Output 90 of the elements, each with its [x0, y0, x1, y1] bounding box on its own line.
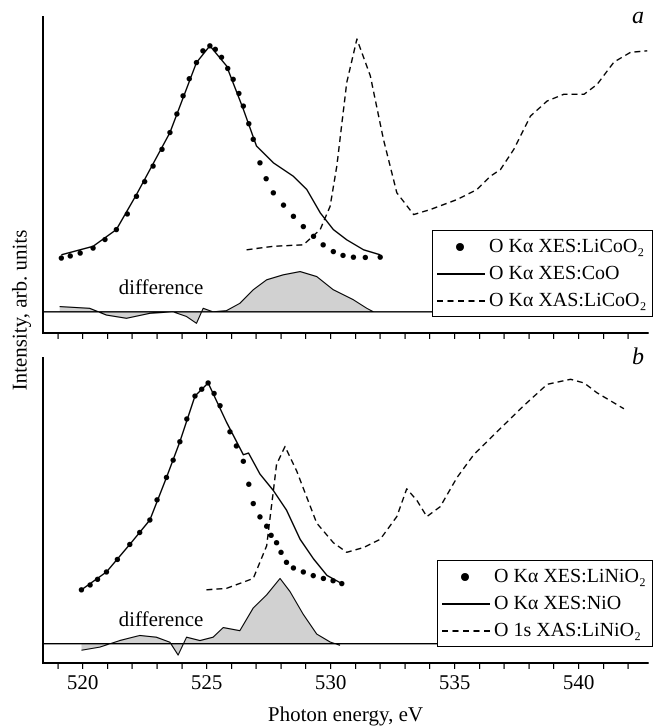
point [278, 550, 284, 556]
legend-label: O Kα XAS:LiCoO₂ [489, 288, 646, 313]
point [94, 576, 100, 582]
point [240, 103, 246, 109]
point [310, 234, 316, 239]
point [340, 252, 346, 258]
point [250, 500, 256, 506]
point [137, 530, 142, 536]
point [104, 569, 110, 575]
x-tick-label: 540 [562, 670, 594, 694]
point [290, 565, 296, 571]
point [320, 242, 326, 248]
point [90, 245, 96, 251]
point [284, 560, 290, 565]
legend-label: O Kα XES:LiCoO₂ [489, 234, 644, 259]
point [186, 76, 192, 82]
point [378, 254, 383, 260]
point [350, 254, 356, 260]
point [330, 248, 336, 254]
point [58, 255, 64, 261]
x-axis-title: Photon energy, eV [268, 702, 424, 726]
point [174, 111, 180, 117]
point [194, 60, 200, 66]
point [102, 236, 108, 242]
point [78, 587, 84, 592]
point [192, 393, 198, 399]
point [263, 176, 269, 182]
point [211, 390, 217, 396]
point [300, 224, 306, 230]
point [240, 458, 246, 464]
point [236, 90, 242, 96]
point [184, 416, 190, 422]
point [362, 254, 368, 260]
point [164, 474, 170, 480]
point [150, 163, 156, 169]
point [270, 190, 276, 196]
text: b [632, 344, 644, 371]
point [207, 43, 213, 49]
x-tick-label: 525 [190, 670, 222, 694]
point [300, 569, 306, 575]
point [124, 211, 130, 217]
point [114, 226, 120, 232]
point [246, 121, 252, 126]
annotation: difference [118, 606, 204, 632]
point [290, 214, 296, 219]
point [154, 497, 160, 503]
point [177, 439, 183, 444]
point [134, 194, 140, 200]
point [310, 572, 316, 578]
legend-label: O Kα XES:CoO [489, 261, 620, 286]
point [159, 146, 165, 152]
point [320, 576, 326, 582]
point [77, 250, 83, 256]
point [280, 202, 286, 208]
point [147, 517, 153, 523]
legend-label: O 1s XAS:LiNiO₂ [494, 618, 641, 643]
point [142, 178, 148, 184]
point [227, 429, 233, 434]
point [87, 582, 93, 588]
x-tick-label: 535 [438, 670, 470, 694]
point [167, 130, 173, 136]
point [205, 380, 211, 386]
annotation: difference [118, 274, 204, 300]
point [198, 386, 204, 392]
point [246, 482, 252, 487]
point [268, 532, 274, 538]
point [230, 76, 236, 82]
point [225, 66, 230, 72]
point [200, 48, 206, 54]
point [257, 514, 263, 520]
point [234, 443, 240, 449]
y-axis-title: Intensity, arb. units [8, 230, 32, 390]
point [127, 542, 132, 548]
point [217, 402, 223, 408]
point [330, 578, 336, 584]
point [339, 580, 344, 586]
point [250, 136, 256, 142]
point [218, 54, 224, 60]
point [274, 540, 280, 546]
x-tick-label: 520 [66, 670, 98, 694]
legend-label: O Kα XES:LiNiO₂ [494, 564, 646, 589]
point [114, 556, 120, 562]
point [257, 160, 263, 166]
point [68, 253, 73, 259]
x-tick-label: 530 [314, 670, 346, 694]
point [180, 93, 186, 98]
point [170, 457, 176, 463]
text: a [632, 3, 644, 30]
legend-label: O Kα XES:NiO [494, 591, 622, 616]
point [212, 46, 218, 52]
